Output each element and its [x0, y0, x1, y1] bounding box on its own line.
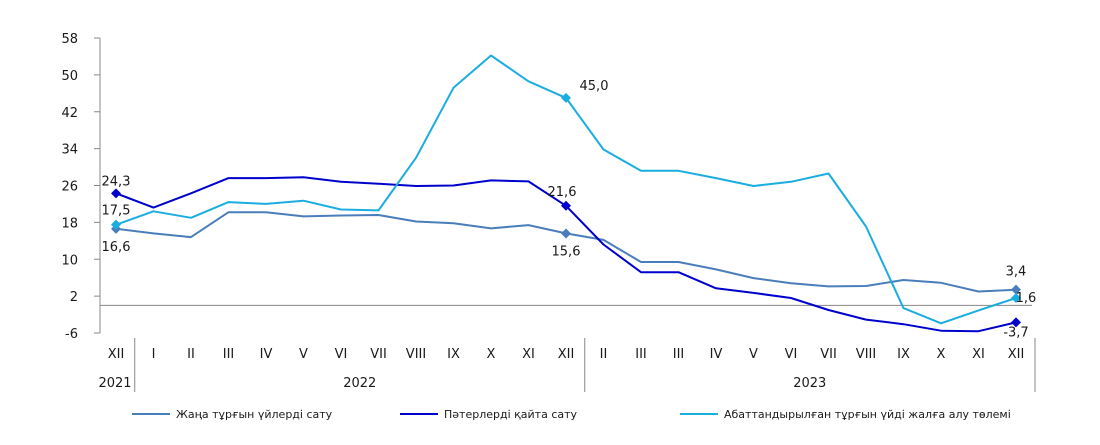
data-label: 21,6: [548, 185, 577, 200]
x-tick-label: VII: [820, 347, 837, 362]
year-label: 2022: [343, 376, 376, 391]
y-tick-label: 18: [61, 216, 78, 231]
x-tick-label: VI: [785, 347, 798, 362]
data-label: 45,0: [580, 79, 609, 94]
x-tick-label: IX: [897, 347, 910, 362]
data-label: 1,6: [1016, 291, 1037, 306]
x-tick-label: VIII: [856, 347, 876, 362]
data-marker: [561, 200, 571, 211]
year-label: 2023: [793, 376, 826, 391]
data-marker: [111, 188, 121, 199]
data-marker: [111, 219, 121, 230]
legend-label: Пәтерлерді қайта сату: [444, 408, 578, 421]
y-tick-label: 2: [70, 290, 78, 305]
legend-label: Жаңа тұрғын үйлерді сату: [176, 408, 333, 421]
x-tick-label: VIII: [406, 347, 426, 362]
x-tick-label: III: [635, 347, 647, 362]
y-tick-label: 26: [61, 180, 78, 195]
x-tick-label: IV: [710, 347, 723, 362]
data-marker: [1011, 284, 1021, 295]
data-marker: [1011, 317, 1021, 328]
x-tick-label: XI: [972, 347, 985, 362]
x-tick-label: IV: [260, 347, 273, 362]
data-labels: 16,6 15,6 3,4 24,3 21,6 -3,7 17,5 45,0 1,6: [102, 79, 1037, 340]
x-tick-label: VII: [370, 347, 387, 362]
x-tick-label: XI: [522, 347, 535, 362]
data-label: 24,3: [102, 174, 131, 189]
data-label: 17,5: [102, 204, 131, 219]
y-tick-label: -6: [65, 327, 78, 342]
year-label: 2021: [98, 376, 131, 391]
x-tick-label: X: [487, 347, 496, 362]
x-tick-label: VI: [335, 347, 348, 362]
x-tick-label: XII: [108, 347, 125, 362]
x-tick-label: V: [749, 347, 758, 362]
x-tick-label: V: [299, 347, 308, 362]
data-label: 15,6: [552, 244, 581, 259]
y-tick-label: 58: [61, 32, 78, 47]
x-tick-label: XII: [558, 347, 575, 362]
legend: Жаңа тұрғын үйлерді сату Пәтерлерді қайта…: [132, 408, 1011, 421]
data-label: -3,7: [1003, 325, 1028, 340]
data-label: 16,6: [102, 240, 131, 255]
x-tick-label: IX: [447, 347, 460, 362]
x-tick-label: III: [673, 347, 685, 362]
data-marker: [561, 92, 571, 103]
data-marker: [561, 228, 571, 239]
x-tick-label: I: [152, 347, 156, 362]
x-tick-label: X: [937, 347, 946, 362]
y-tick-label: 42: [61, 106, 78, 121]
x-tick-label: XII: [1008, 347, 1025, 362]
y-tick-label: 34: [61, 143, 78, 158]
data-marker: [1011, 292, 1021, 303]
x-tick-label: II: [600, 347, 608, 362]
data-label: 3,4: [1006, 265, 1027, 280]
x-tick-label: III: [223, 347, 235, 362]
x-tick-label: II: [187, 347, 195, 362]
y-tick-label: 50: [61, 69, 78, 84]
y-tick-label: 10: [61, 253, 78, 268]
legend-label: Абаттандырылған тұрғын үйді жалға алу тө…: [724, 408, 1011, 421]
